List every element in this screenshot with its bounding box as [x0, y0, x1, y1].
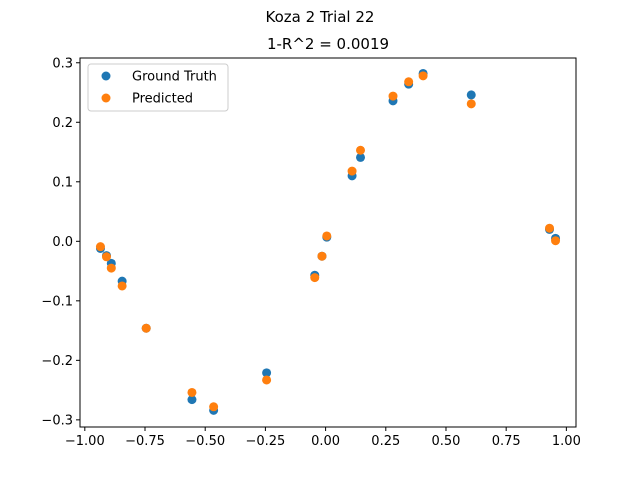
- x-tick-label: −0.25: [245, 434, 285, 449]
- legend-label: Predicted: [132, 92, 193, 107]
- x-tick-label: −1.00: [65, 434, 105, 449]
- figure-suptitle: Koza 2 Trial 22: [266, 8, 375, 26]
- x-tick-label: 0.00: [311, 434, 340, 449]
- data-point: [356, 145, 366, 155]
- data-point: [404, 77, 414, 87]
- data-point: [187, 387, 197, 397]
- series-predicted: [95, 71, 561, 412]
- data-point: [551, 236, 561, 246]
- data-point: [106, 263, 116, 273]
- data-point: [466, 90, 476, 100]
- data-point: [209, 402, 219, 412]
- legend: Ground Truth Predicted: [87, 63, 229, 112]
- y-tick-label: 0.0: [52, 235, 73, 250]
- data-point: [310, 273, 320, 283]
- x-tick-label: 0.75: [492, 434, 521, 449]
- x-tick-label: 0.50: [432, 434, 461, 449]
- y-tick-label: −0.3: [41, 413, 73, 428]
- legend-box: [87, 63, 229, 112]
- y-tick-label: 0.3: [52, 56, 73, 71]
- legend-marker: [101, 93, 111, 103]
- y-tick-label: −0.1: [41, 294, 73, 309]
- axes-title: 1-R^2 = 0.0019: [267, 35, 389, 53]
- data-point: [322, 231, 332, 241]
- data-point: [141, 323, 151, 333]
- y-tick-label: −0.2: [41, 354, 73, 369]
- data-point: [117, 281, 127, 291]
- data-point: [187, 395, 197, 405]
- axis-ticks: −1.00 −0.75 −0.50 −0.25 0.00 0.25 0.50 0.75 1.00…: [41, 56, 580, 449]
- data-point: [317, 251, 327, 261]
- data-point: [101, 252, 111, 262]
- x-tick-label: 1.00: [552, 434, 581, 449]
- data-point: [388, 91, 398, 101]
- data-point: [262, 368, 272, 378]
- x-tick-label: −0.50: [185, 434, 225, 449]
- data-point: [347, 166, 357, 176]
- y-tick-label: 0.1: [52, 175, 73, 190]
- data-point: [545, 223, 555, 233]
- data-point: [418, 71, 428, 81]
- data-point: [356, 152, 366, 162]
- data-point: [95, 242, 105, 252]
- legend-label: Ground Truth: [132, 70, 217, 85]
- series-ground-truth: [95, 68, 561, 415]
- x-tick-label: −0.75: [125, 434, 165, 449]
- data-point: [466, 99, 476, 109]
- x-tick-label: 0.25: [371, 434, 400, 449]
- data-point: [262, 375, 272, 385]
- data-points: [95, 68, 561, 415]
- y-tick-label: 0.2: [52, 116, 73, 131]
- legend-marker: [101, 71, 111, 81]
- plot-area-frame: [79, 57, 577, 428]
